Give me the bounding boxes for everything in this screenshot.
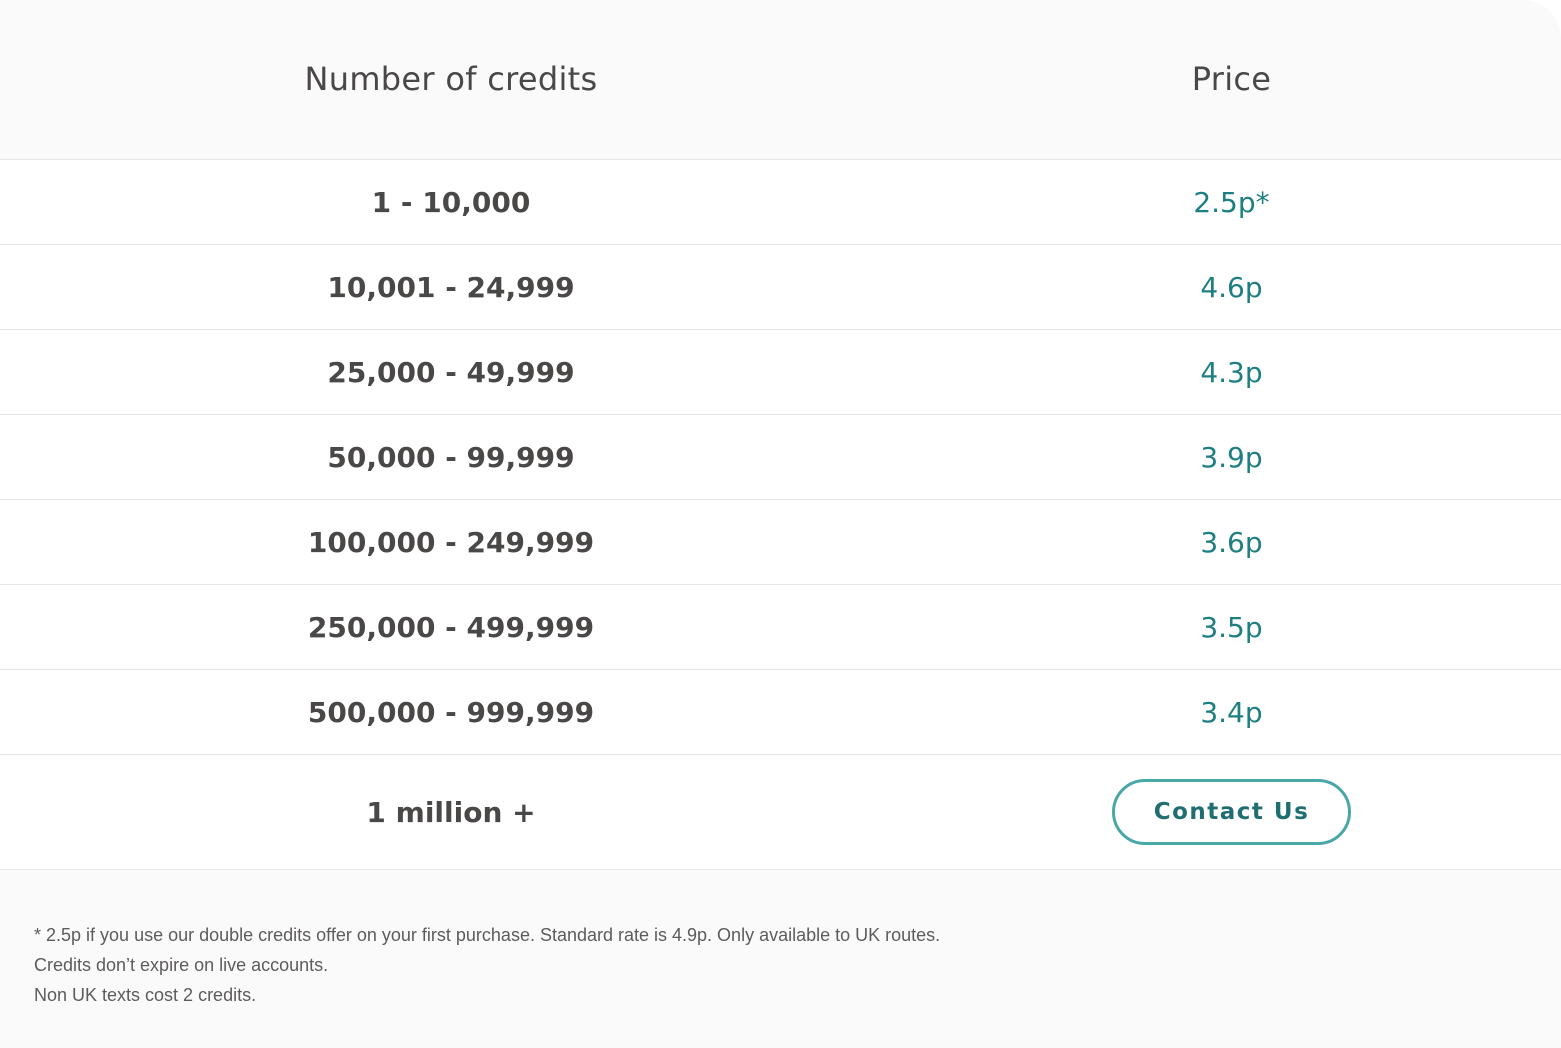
price-value: 3.6p — [1200, 525, 1263, 559]
table-row: 10,001 - 24,999 4.6p — [0, 245, 1561, 330]
credits-cell: 1 - 10,000 — [0, 160, 902, 244]
price-value: 3.4p — [1200, 695, 1263, 729]
price-cell: 3.6p — [902, 500, 1561, 584]
credits-range: 100,000 - 249,999 — [307, 525, 595, 559]
price-cell: 4.3p — [902, 330, 1561, 414]
price-value: 4.3p — [1200, 355, 1263, 389]
table-row: 25,000 - 49,999 4.3p — [0, 330, 1561, 415]
header-price: Price — [902, 0, 1561, 160]
table-row-contact: 1 million + Contact Us — [0, 755, 1561, 870]
table-row: 250,000 - 499,999 3.5p — [0, 585, 1561, 670]
price-cell: 4.6p — [902, 245, 1561, 329]
credits-range: 1 million + — [366, 795, 536, 829]
price-value: 4.6p — [1200, 270, 1263, 304]
price-cell: 2.5p* — [902, 160, 1561, 244]
table-row: 500,000 - 999,999 3.4p — [0, 670, 1561, 755]
credits-cell: 1 million + — [0, 755, 902, 869]
table-row: 50,000 - 99,999 3.9p — [0, 415, 1561, 500]
table-row: 100,000 - 249,999 3.6p — [0, 500, 1561, 585]
credits-cell: 10,001 - 24,999 — [0, 245, 902, 329]
table-header: Number of credits Price — [0, 0, 1561, 160]
credits-cell: 50,000 - 99,999 — [0, 415, 902, 499]
price-value: 2.5p* — [1193, 185, 1270, 219]
footnotes: * 2.5p if you use our double credits off… — [34, 920, 940, 1010]
header-number-of-credits: Number of credits — [0, 0, 902, 160]
price-cell: 3.9p — [902, 415, 1561, 499]
credits-range: 25,000 - 49,999 — [327, 355, 575, 389]
header-price-label: Price — [1191, 60, 1272, 98]
credits-range: 50,000 - 99,999 — [327, 440, 575, 474]
price-cell: 3.5p — [902, 585, 1561, 669]
credits-range: 1 - 10,000 — [371, 185, 531, 219]
credits-range: 10,001 - 24,999 — [327, 270, 575, 304]
pricing-table-body: 1 - 10,000 2.5p* 10,001 - 24,999 4.6p 25… — [0, 160, 1561, 870]
credits-cell: 100,000 - 249,999 — [0, 500, 902, 584]
credits-range: 500,000 - 999,999 — [307, 695, 595, 729]
header-credits-label: Number of credits — [304, 60, 598, 98]
credits-range: 250,000 - 499,999 — [307, 610, 595, 644]
footnote-double-credits: * 2.5p if you use our double credits off… — [34, 925, 941, 945]
contact-us-button[interactable]: Contact Us — [1112, 779, 1351, 845]
credits-cell: 250,000 - 499,999 — [0, 585, 902, 669]
price-value: 3.9p — [1200, 440, 1263, 474]
footnote-expiry: Credits don’t expire on live accounts. — [34, 955, 329, 975]
price-cell: 3.4p — [902, 670, 1561, 754]
credits-cell: 500,000 - 999,999 — [0, 670, 902, 754]
table-row: 1 - 10,000 2.5p* — [0, 160, 1561, 245]
credits-cell: 25,000 - 49,999 — [0, 330, 902, 414]
price-value: 3.5p — [1200, 610, 1263, 644]
price-cell: Contact Us — [902, 755, 1561, 869]
footnote-non-uk: Non UK texts cost 2 credits. — [34, 985, 257, 1005]
